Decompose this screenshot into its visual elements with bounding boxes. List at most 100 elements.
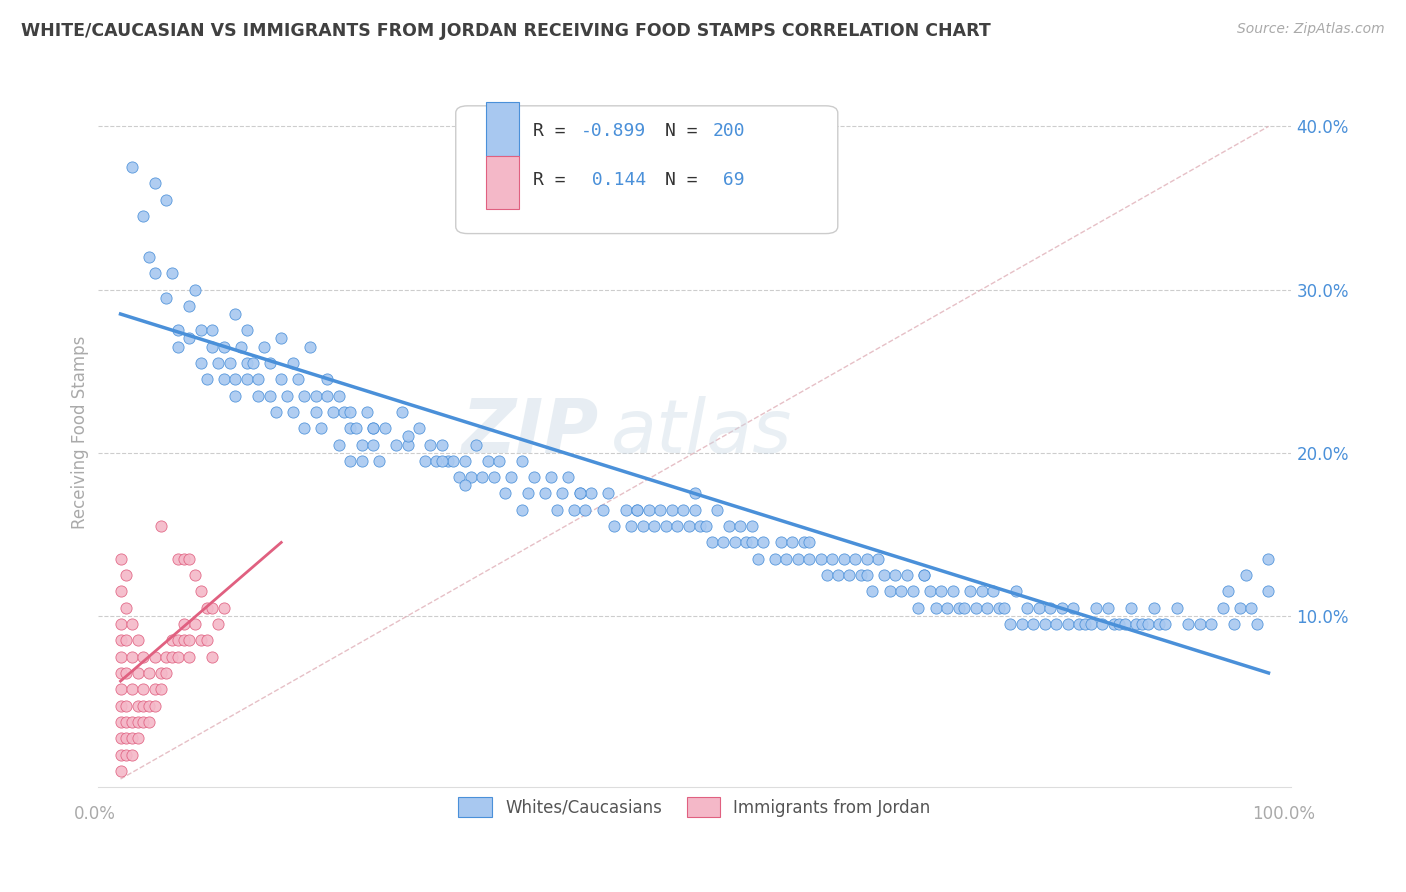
Point <box>1074 617 1097 632</box>
Point <box>138 250 160 264</box>
Text: atlas: atlas <box>612 396 793 468</box>
Point <box>236 356 259 370</box>
Point <box>121 682 143 697</box>
Point <box>799 535 821 549</box>
Point <box>1223 617 1246 632</box>
Point <box>391 405 413 419</box>
Point <box>924 600 946 615</box>
Point <box>1257 584 1279 599</box>
Text: 69: 69 <box>713 171 745 189</box>
Point <box>322 405 344 419</box>
Point <box>562 503 585 517</box>
Point <box>132 714 155 729</box>
Point <box>717 519 740 533</box>
Point <box>195 600 218 615</box>
Point <box>425 454 447 468</box>
Point <box>752 535 775 549</box>
Point <box>143 682 166 697</box>
Point <box>454 454 477 468</box>
Point <box>179 633 201 648</box>
Point <box>918 584 941 599</box>
Point <box>626 503 648 517</box>
Point <box>115 665 138 680</box>
Text: R =: R = <box>533 171 576 189</box>
Point <box>661 503 683 517</box>
FancyBboxPatch shape <box>485 155 519 209</box>
Point <box>115 600 138 615</box>
Point <box>711 535 734 549</box>
Point <box>184 568 207 582</box>
Point <box>460 470 482 484</box>
Point <box>1108 617 1130 632</box>
Point <box>1017 600 1039 615</box>
Point <box>287 372 309 386</box>
Point <box>821 551 844 566</box>
Point <box>253 340 276 354</box>
Point <box>242 356 264 370</box>
Point <box>862 584 884 599</box>
Point <box>138 714 160 729</box>
Point <box>1119 600 1142 615</box>
Point <box>844 551 866 566</box>
Point <box>678 519 700 533</box>
Point <box>339 405 361 419</box>
Point <box>1067 617 1090 632</box>
Point <box>832 551 855 566</box>
Point <box>523 470 546 484</box>
Point <box>236 323 259 337</box>
Point <box>121 747 143 762</box>
Point <box>494 486 516 500</box>
Point <box>873 568 896 582</box>
Point <box>328 437 350 451</box>
Point <box>763 551 786 566</box>
Point <box>454 478 477 492</box>
Point <box>160 649 183 664</box>
Point <box>683 503 706 517</box>
Point <box>700 535 723 549</box>
Point <box>167 551 190 566</box>
Point <box>780 535 803 549</box>
Point <box>160 633 183 648</box>
Point <box>912 568 935 582</box>
Point <box>827 568 849 582</box>
Point <box>942 584 965 599</box>
FancyBboxPatch shape <box>456 106 838 234</box>
Point <box>430 454 453 468</box>
Point <box>551 486 574 500</box>
Point <box>1166 600 1188 615</box>
Point <box>259 388 281 402</box>
Point <box>1154 617 1177 632</box>
Point <box>1056 617 1078 632</box>
Point <box>110 665 132 680</box>
Point <box>167 649 190 664</box>
Text: 0.144: 0.144 <box>581 171 647 189</box>
Point <box>132 209 155 223</box>
Point <box>413 454 436 468</box>
Point <box>339 454 361 468</box>
Point <box>436 454 458 468</box>
Point <box>488 454 510 468</box>
Point <box>948 600 970 615</box>
Point <box>706 503 728 517</box>
Point <box>127 698 149 713</box>
Text: R =: R = <box>533 121 576 140</box>
Legend: Whites/Caucasians, Immigrants from Jordan: Whites/Caucasians, Immigrants from Jorda… <box>450 789 939 825</box>
Point <box>143 177 166 191</box>
Point <box>953 600 976 615</box>
Point <box>110 747 132 762</box>
Point <box>838 568 860 582</box>
Point <box>465 437 488 451</box>
Point <box>1080 617 1102 632</box>
Point <box>998 617 1021 632</box>
Point <box>396 437 419 451</box>
Point <box>884 568 907 582</box>
Point <box>155 665 177 680</box>
Point <box>167 633 190 648</box>
Point <box>1130 617 1153 632</box>
Point <box>1136 617 1159 632</box>
Point <box>115 747 138 762</box>
Point <box>143 649 166 664</box>
Point <box>281 356 304 370</box>
Point <box>443 454 465 468</box>
Point <box>614 503 637 517</box>
